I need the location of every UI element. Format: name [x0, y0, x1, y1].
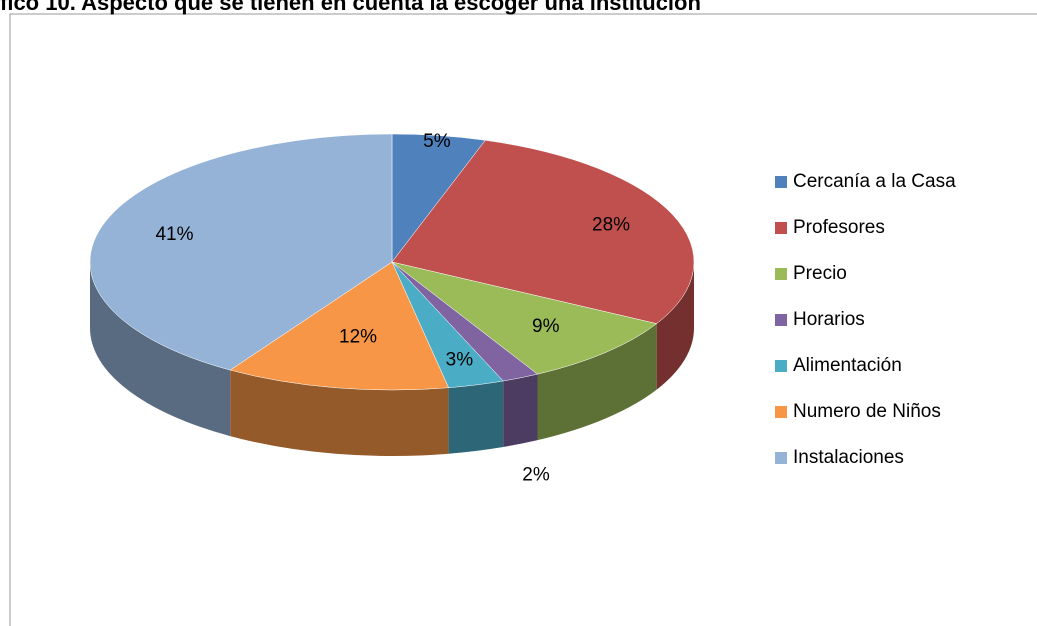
data-label: 12%	[339, 326, 377, 347]
data-label: 28%	[592, 214, 630, 235]
pie-slice-side	[90, 262, 231, 437]
legend-label: Profesores	[793, 217, 885, 238]
legend-label: Precio	[793, 263, 847, 284]
pie-slice	[391, 261, 658, 375]
legend-label: Horarios	[793, 309, 865, 330]
legend-swatch	[775, 222, 787, 234]
data-label: 2%	[522, 465, 550, 486]
legend-swatch	[775, 360, 787, 372]
data-label: 3%	[446, 349, 474, 370]
title-backdrop	[0, 0, 1037, 13]
legend-label: Alimentación	[793, 355, 902, 376]
pie-slice-side	[537, 323, 657, 441]
data-label: 5%	[423, 131, 451, 152]
legend-label: Cercanía a la Casa	[793, 171, 956, 192]
pie-slice-side	[503, 374, 538, 448]
chart-frame	[9, 13, 1037, 626]
pie-slice-side	[230, 370, 449, 456]
pie-slice	[391, 139, 695, 324]
chart-title: fico 10. Aspecto que se tienen en cuenta…	[0, 0, 701, 15]
pie-slice-side	[448, 381, 504, 454]
legend-label: Instalaciones	[793, 447, 904, 468]
data-label: 41%	[155, 224, 193, 245]
legend-label: Numero de Niños	[793, 401, 941, 422]
pie-slice	[229, 261, 449, 391]
legend-swatch	[775, 268, 787, 280]
pie-slice	[89, 133, 393, 371]
legend-swatch	[775, 452, 787, 464]
legend-swatch	[775, 406, 787, 418]
legend-swatch	[775, 314, 787, 326]
legend-swatch	[775, 176, 787, 188]
data-label: 9%	[532, 316, 560, 337]
